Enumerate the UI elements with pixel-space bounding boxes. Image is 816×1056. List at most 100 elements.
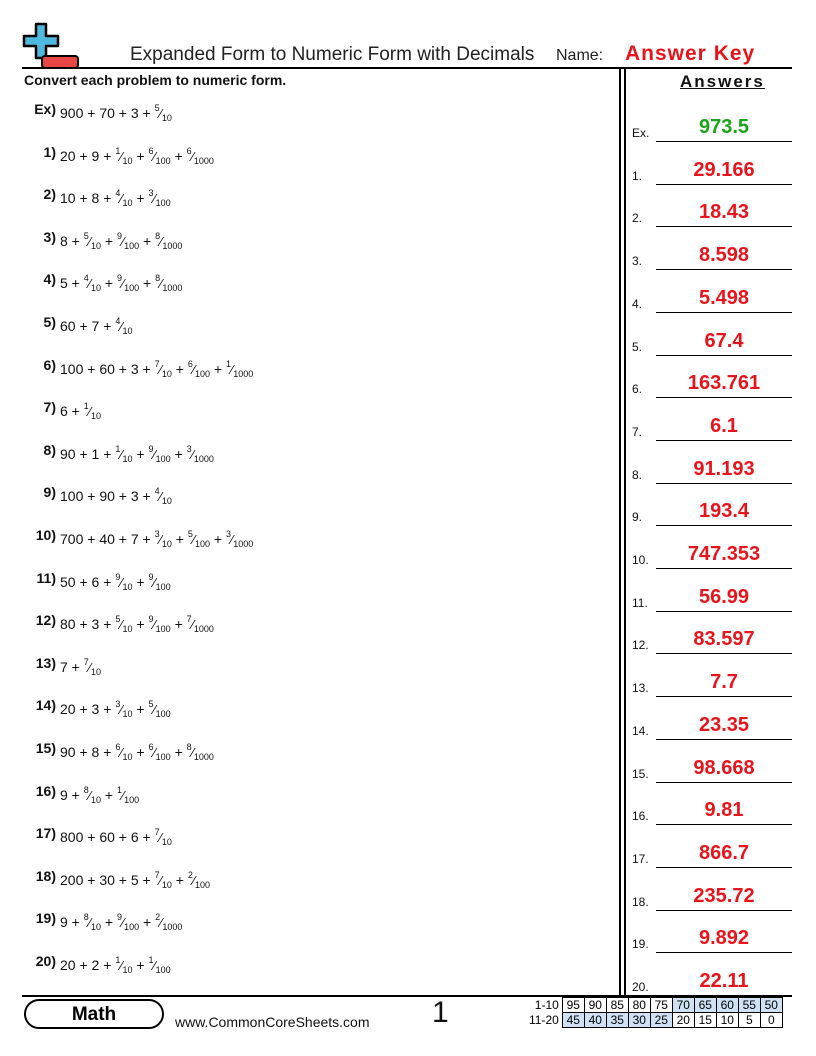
- answer-row: 2. 18.43: [632, 199, 792, 228]
- fraction-term: 8⁄1000: [187, 742, 214, 762]
- answer-line: [656, 610, 792, 612]
- fraction-slash: ⁄: [192, 361, 195, 377]
- denominator: 10: [161, 113, 172, 123]
- answer-value: 67.4: [704, 329, 744, 352]
- answer-line: [656, 952, 792, 954]
- denominator: 10: [122, 326, 133, 336]
- denominator: 100: [195, 879, 211, 890]
- problem-row: 13) 7 + 7⁄10: [24, 655, 101, 677]
- problem-row: 12) 80 + 3 + 5⁄10 + 9⁄100 + 7⁄1000: [24, 612, 214, 634]
- fraction-slash: ⁄: [192, 532, 195, 547]
- problem-row: 18) 200 + 30 + 5 + 7⁄10 + 2⁄100: [24, 868, 210, 890]
- plus-sign: +: [67, 914, 84, 931]
- whole-term: 90: [60, 445, 76, 462]
- fraction-term: 1⁄10: [115, 146, 132, 166]
- problem-label: 1): [43, 143, 56, 160]
- answer-value: 5.498: [698, 286, 750, 309]
- problem-label: 18): [35, 867, 56, 884]
- fraction-term: 7⁄10: [155, 827, 172, 848]
- fraction-term: 6⁄1000: [187, 146, 214, 166]
- fraction-slash: ⁄: [153, 148, 156, 164]
- numerator: 6: [148, 742, 154, 752]
- answer-label: 16.: [632, 809, 649, 824]
- fraction-slash: ⁄: [120, 958, 123, 973]
- denominator: 10: [90, 411, 101, 422]
- answer-row: 8. 91.193: [632, 456, 792, 484]
- answer-value: 7.7: [710, 671, 738, 694]
- denominator: 10: [90, 794, 101, 805]
- problem-label: 20): [35, 953, 56, 969]
- fraction-term: 4⁄10: [155, 486, 172, 506]
- answer-label: 5.: [632, 339, 643, 354]
- numerator: 4: [115, 316, 121, 326]
- score-cell: 10: [715, 1012, 739, 1028]
- fraction-term: 1⁄100: [116, 784, 139, 805]
- fraction-slash: ⁄: [192, 872, 195, 888]
- problem-label: 14): [35, 697, 56, 714]
- plus-sign: +: [67, 786, 84, 803]
- answer-line: [656, 311, 792, 313]
- score-cell: 15: [693, 1012, 717, 1028]
- answer-label: 10.: [632, 553, 649, 567]
- denominator: 10: [90, 922, 101, 933]
- fraction-slash: ⁄: [120, 745, 123, 760]
- score-cell: 90: [583, 997, 607, 1013]
- numerator: 8: [155, 273, 161, 284]
- score-row: 11-20 45 40 35 30 25 20 15 10 5 0: [527, 1012, 783, 1028]
- fraction-term: 7⁄10: [84, 657, 101, 677]
- plus-sign: +: [132, 445, 149, 462]
- plus-sign: +: [114, 360, 131, 377]
- problem-label: 12): [35, 612, 56, 629]
- denominator: 100: [155, 624, 171, 635]
- whole-term: 20: [60, 701, 76, 718]
- whole-term: 6: [130, 829, 139, 846]
- answer-line: [656, 525, 792, 527]
- fraction-term: 9⁄100: [148, 614, 171, 635]
- answer-value: 747.353: [687, 543, 761, 565]
- denominator: 10: [161, 837, 172, 848]
- fraction-term: 2⁄1000: [155, 912, 182, 932]
- fraction-term: 8⁄10: [84, 912, 101, 933]
- plus-sign: +: [171, 531, 188, 547]
- whole-term: 9: [60, 786, 68, 803]
- answer-row: Ex. 973.5: [632, 114, 792, 142]
- answer-line: [656, 696, 792, 698]
- fraction-slash: ⁄: [120, 191, 123, 207]
- numerator: 1: [116, 784, 122, 795]
- score-cell: 30: [627, 1012, 651, 1028]
- plus-sign: +: [132, 957, 149, 973]
- plus-sign: +: [75, 701, 92, 718]
- plus-sign: +: [138, 105, 155, 121]
- website-link[interactable]: www.CommonCoreSheets.com: [175, 1014, 370, 1030]
- answer-line: [656, 866, 792, 868]
- whole-term: 2: [91, 957, 100, 973]
- worksheet-title: Expanded Form to Numeric Form with Decim…: [130, 44, 535, 65]
- answer-label: 7.: [632, 424, 643, 439]
- answer-label: 13.: [632, 681, 649, 696]
- whole-term: 3: [130, 360, 139, 377]
- plus-sign: +: [75, 318, 92, 334]
- denominator: 100: [155, 965, 171, 975]
- name-label: Name:: [556, 47, 604, 64]
- numerator: 7: [186, 614, 192, 625]
- score-cell: 60: [715, 997, 739, 1013]
- problem-label: 4): [43, 271, 56, 288]
- whole-term: 900: [60, 105, 84, 121]
- numerator: 6: [148, 145, 154, 156]
- fraction-slash: ⁄: [120, 148, 123, 164]
- problem-row: 2) 10 + 8 + 4⁄10 + 3⁄100: [24, 186, 171, 208]
- score-cell: 55: [737, 997, 761, 1013]
- plus-sign: +: [132, 701, 149, 718]
- problem-label: 19): [35, 910, 56, 927]
- plus-sign: +: [99, 190, 116, 207]
- plus-sign: +: [75, 445, 92, 462]
- plus-sign: +: [67, 275, 84, 292]
- problem-row: 20) 20 + 2 + 1⁄10 + 1⁄100: [24, 953, 171, 975]
- numerator: 1: [115, 443, 121, 454]
- footer-divider: [22, 995, 792, 997]
- problem-label: 5): [43, 314, 56, 330]
- denominator: 100: [155, 752, 171, 762]
- whole-term: 3: [130, 105, 139, 121]
- problem-row: 15) 90 + 8 + 6⁄10 + 6⁄100 + 8⁄1000: [24, 740, 214, 762]
- score-cell: 50: [759, 997, 783, 1013]
